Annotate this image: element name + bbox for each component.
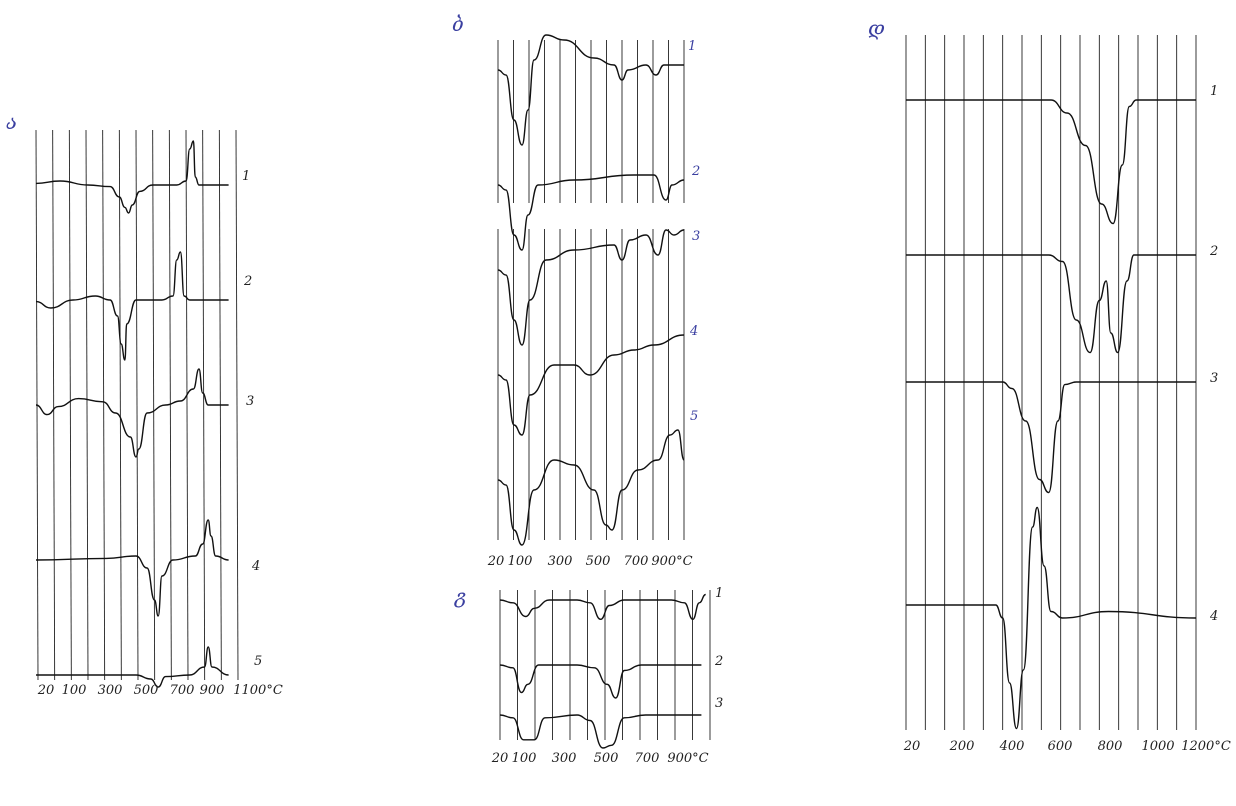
panel-c-tick-label: 100 [512,751,537,766]
panel-a-tick-label: 900 [200,683,225,698]
panel-a-tick-label: 20 [37,683,55,698]
panel-a-curve-4 [35,519,229,617]
panel-b-tick-label: 20 [487,554,505,569]
panel-b-curve-label-1: 1 [688,39,696,54]
panel-c-curve-label-3: 3 [715,696,723,711]
panel-d: 1 2 3 4 20 200 400 600 800 1000 1200°C [903,35,1231,754]
panel-d-tick-label: 400 [999,739,1025,754]
panel-a-curve-label-4: 4 [251,559,260,574]
panel-a-gridline [235,129,239,681]
panel-a-curve-3 [35,368,229,458]
panel-c-curve-label-2: 2 [714,654,723,669]
panel-letter-c: გ [455,584,467,608]
panel-d-tick-label: 800 [1098,739,1123,754]
panel-c-tick-label: 20 [491,751,509,766]
panel-a-tick-label: 500 [134,683,159,698]
panel-b-tick-label: 300 [548,554,573,569]
panel-a-tick-label: 700 [170,683,195,698]
panel-b-curve-label-3: 3 [692,229,700,244]
panel-c-curve-1 [499,593,706,621]
panel-a-gridline [185,129,189,681]
panel-c-curve-2 [499,664,702,699]
panel-a-curve-label-3: 3 [246,394,254,409]
panel-a-curve-label-2: 2 [243,274,252,289]
panel-c-tick-label: 900°C [667,751,708,766]
panel-b-curve-label-2: 2 [691,164,700,179]
panel-b-tick-label: 700 [624,554,649,569]
panel-d-curve-4 [906,506,1197,730]
panel-d-tick-label: 200 [949,739,975,754]
panel-letter-d: დ [868,16,885,40]
panel-b-curve-2 [497,174,685,251]
panel-c-tick-label: 700 [635,751,660,766]
panel-b-curve-3 [497,229,685,346]
panel-d-curve-label-2: 2 [1209,244,1218,259]
panel-b-tick-label: 100 [508,554,533,569]
panel-a-gridline [102,129,106,681]
panel-d-tick-label: 1000 [1141,739,1174,754]
panel-a-gridline [202,129,206,681]
panel-a-tick-label: 300 [98,683,123,698]
panel-b-curve-label-5: 5 [690,409,698,424]
panel-a-gridline [135,129,139,681]
panel-a-curve-5 [35,646,229,688]
panel-b-curve-5 [497,429,685,546]
panel-d-tick-label: 20 [903,739,921,754]
panel-a-curve-label-1: 1 [242,169,250,184]
panel-d-curve-label-3: 3 [1210,371,1218,386]
panel-c-curve-label-1: 1 [715,586,723,601]
panel-c-tick-label: 300 [552,751,577,766]
panel-letter-b: ბ [452,12,464,36]
panel-b-tick-label: 500 [586,554,611,569]
panel-d-curve-label-4: 4 [1209,609,1218,624]
panel-a-gridline [52,129,56,681]
panel-a-gridline [152,129,156,681]
panel-a-tick-label: 100 [62,683,87,698]
panel-b: 1 2 3 4 5 20 100 300 500 700 900°C [487,34,700,569]
panel-b-curve-label-4: 4 [689,324,698,339]
panel-d-tick-label: 600 [1048,739,1073,754]
panel-c: 1 2 3 20 100 300 500 700 900°C [491,586,724,766]
panel-d-curve-2 [906,254,1196,354]
panel-d-curve-3 [906,381,1196,494]
panel-a-curve-2 [35,251,229,361]
panel-d-curve-label-1: 1 [1210,84,1218,99]
panel-b-gap [494,203,688,229]
panel-a: 1 2 3 4 5 20 100 300 500 700 900 1100°C [35,129,283,698]
panel-b-curve-1 [497,34,684,146]
panel-a-gridline [168,129,172,681]
panel-letter-a: ა [6,110,18,134]
panel-a-gridline [68,129,72,681]
panel-d-curve-1 [906,99,1196,225]
panel-a-gridline [85,129,89,681]
panel-b-tick-label: 900°C [651,554,692,569]
panel-c-tick-label: 500 [594,751,619,766]
panel-a-curve-1 [35,140,229,214]
panel-d-tick-label: 1200°C [1181,739,1231,754]
panel-b-curve-4 [497,334,685,436]
panel-c-curve-3 [499,714,702,749]
panel-a-tick-label: 1100°C [233,683,283,698]
panel-a-gridline [118,129,122,681]
panel-a-curve-label-5: 5 [254,654,262,669]
